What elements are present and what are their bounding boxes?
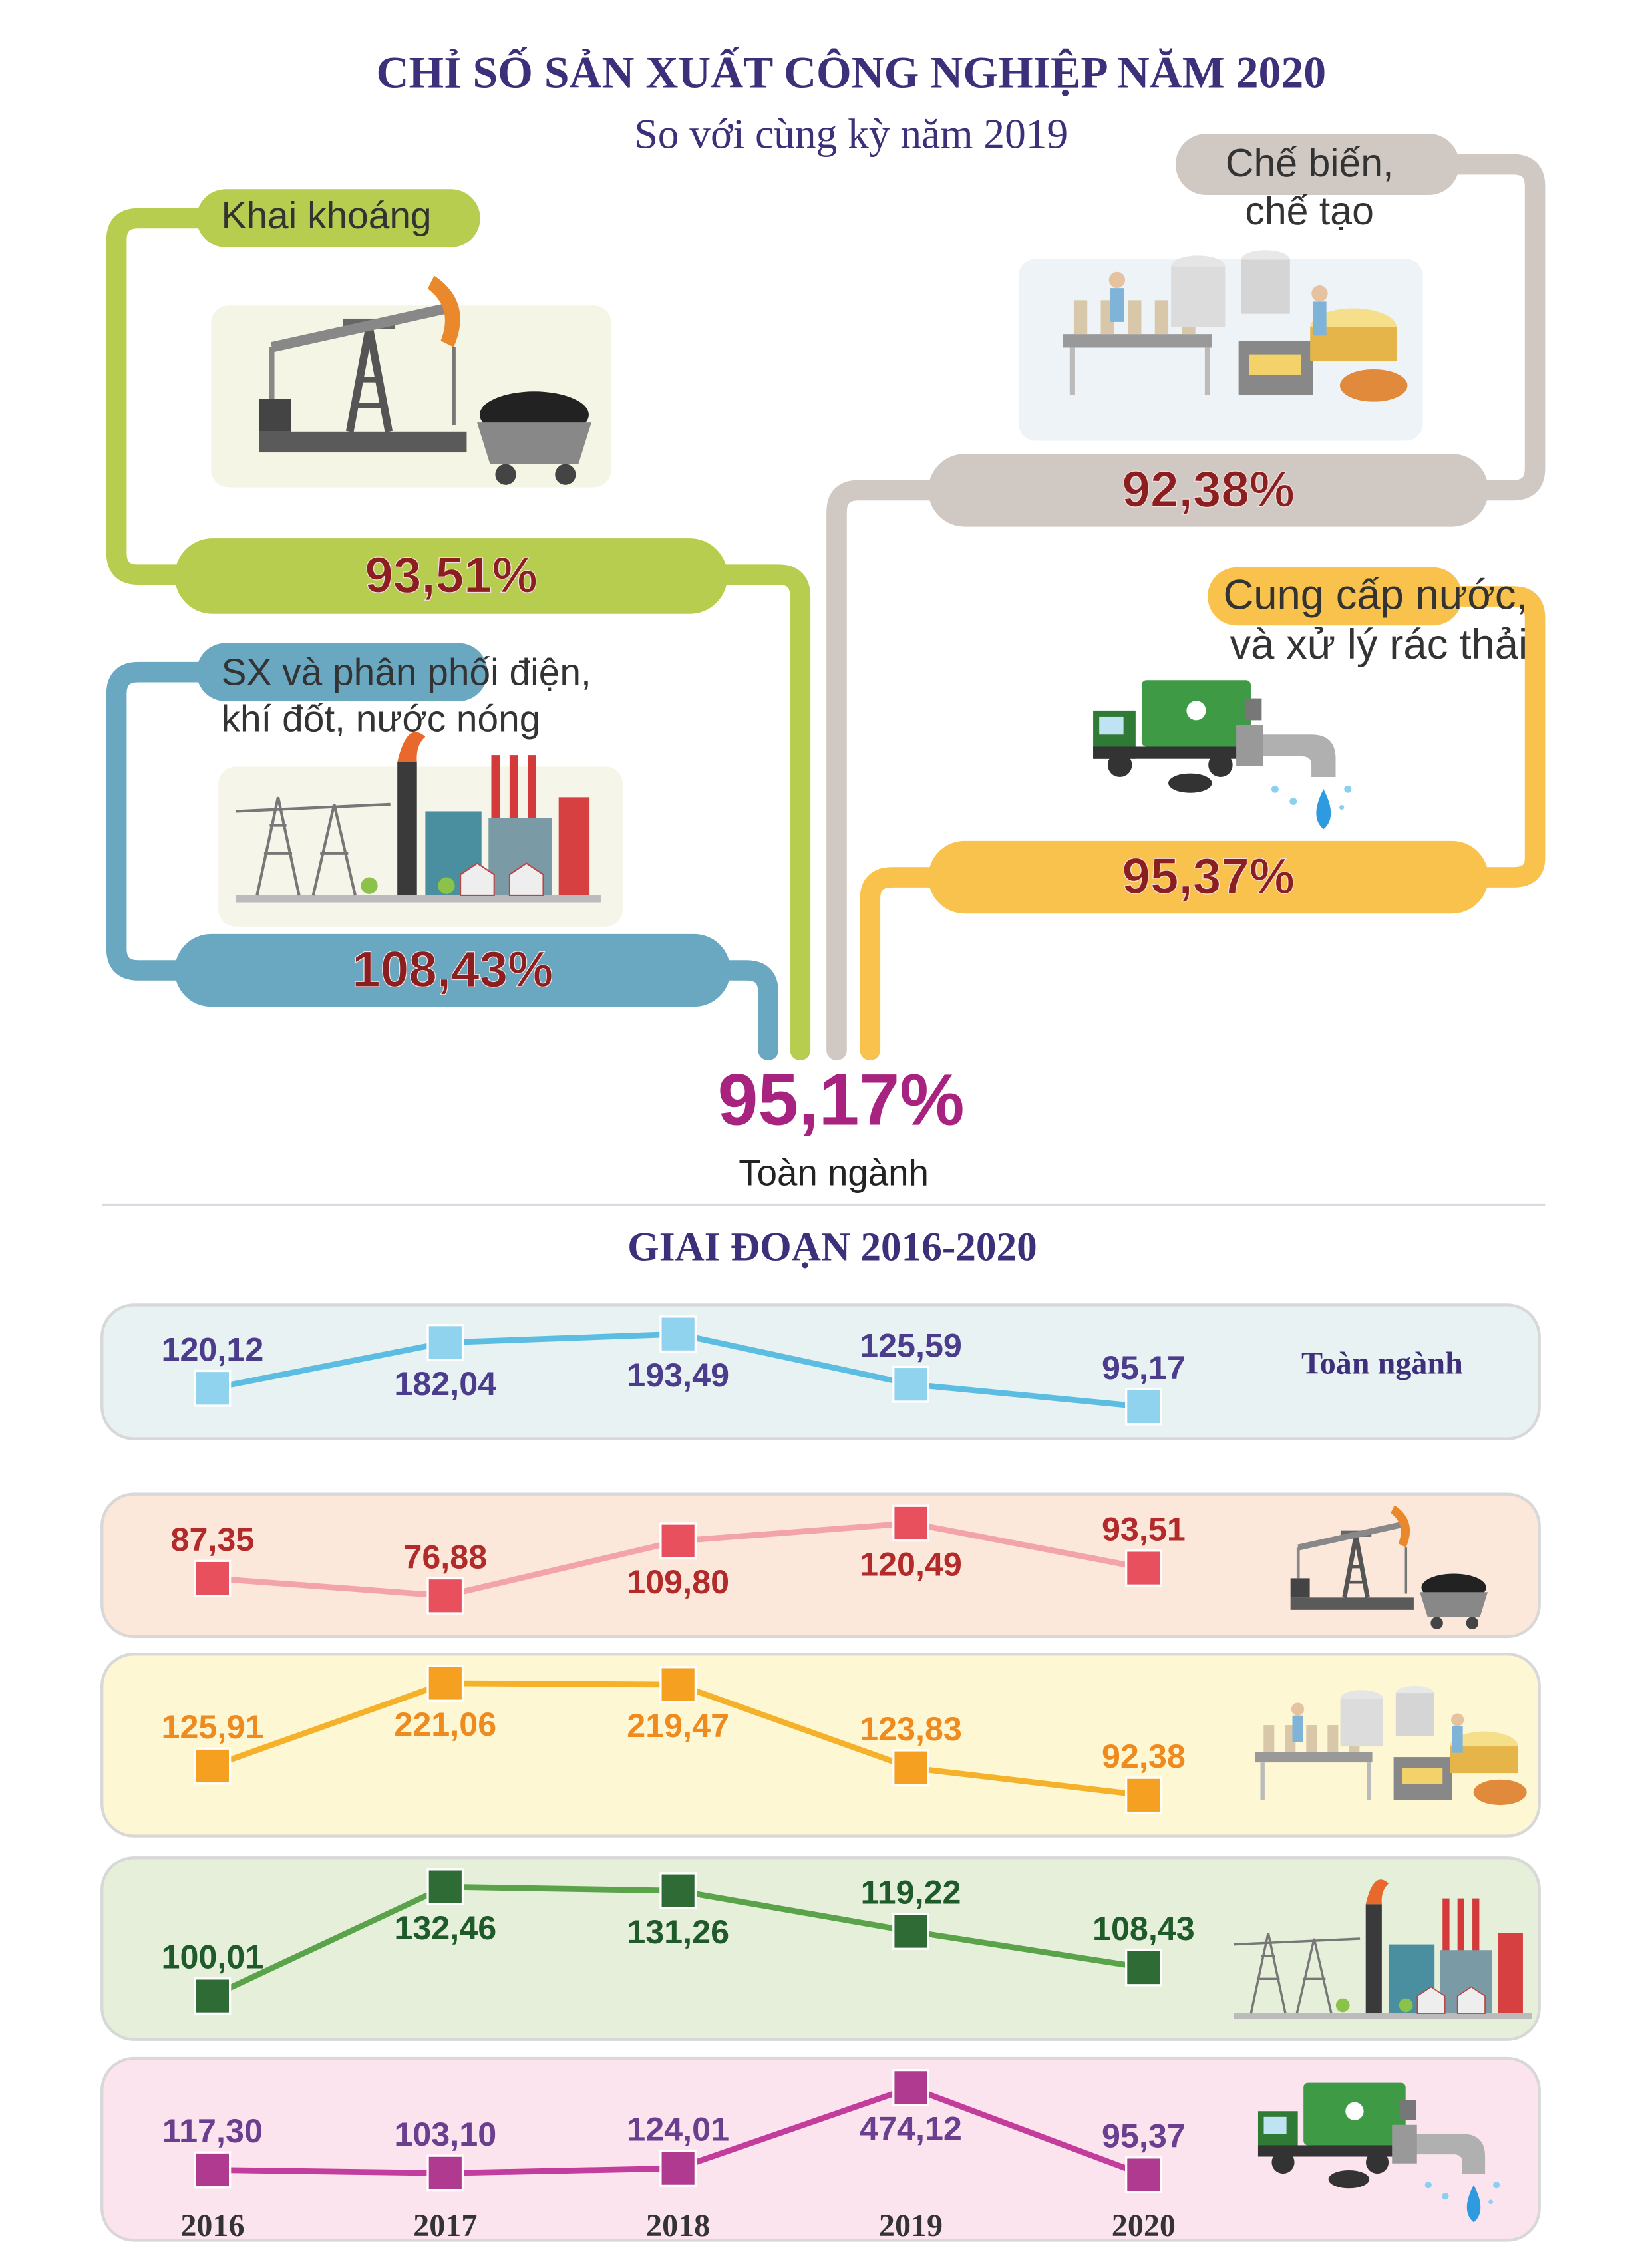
value-label: 92,38 <box>1102 1737 1186 1775</box>
marker <box>892 1749 929 1787</box>
overview: 95,17% Toàn ngành Khai khoáng 93,51% SX và… <box>106 134 1546 1193</box>
marker <box>1124 1776 1162 1814</box>
marker <box>194 1977 232 2015</box>
label-pill <box>196 189 480 247</box>
value-label: 182,04 <box>394 1365 496 1402</box>
marker <box>194 1369 232 1407</box>
sector-label: Chế biến, <box>1226 141 1394 185</box>
panel <box>100 2056 1541 2242</box>
value-label: 120,49 <box>860 1545 962 1583</box>
marker <box>1124 1388 1162 1426</box>
value-label: 193,49 <box>627 1356 729 1394</box>
value-label: 119,22 <box>861 1873 961 1911</box>
sector-value: 95,37% <box>1122 848 1295 905</box>
total-label: Toàn ngành <box>739 1152 929 1193</box>
value-label: 93,51 <box>1102 1510 1186 1548</box>
value-label: 117,30 <box>162 2112 263 2150</box>
value-label: 125,59 <box>860 1326 962 1364</box>
value-label: 474,12 <box>860 2110 962 2148</box>
label-pill <box>1208 567 1462 626</box>
value-label: 124,01 <box>627 2110 729 2148</box>
value-label: 95,17 <box>1102 1349 1186 1386</box>
sector-value: 92,38% <box>1122 461 1295 518</box>
value-label: 123,83 <box>860 1710 962 1748</box>
value-label: 221,06 <box>394 1705 496 1743</box>
marker <box>194 1559 232 1597</box>
connector <box>826 154 1546 1061</box>
x-tick-label: 2017 <box>413 2208 477 2243</box>
marker <box>659 2150 697 2187</box>
marker <box>659 1872 697 1910</box>
value-label: 120,12 <box>162 1330 264 1368</box>
sector-label: Cung cấp nước, <box>1223 571 1528 618</box>
value-label: 219,47 <box>627 1706 729 1744</box>
value-label: 125,91 <box>162 1708 264 1746</box>
marker <box>1124 1949 1162 1987</box>
x-tick-label: 2020 <box>1112 2208 1176 2243</box>
value-label: 108,43 <box>1092 1909 1195 1947</box>
marker <box>426 2154 464 2192</box>
sector-label: SX và phân phối điện, <box>222 652 591 694</box>
marker <box>1124 2156 1162 2193</box>
marker <box>194 2151 232 2189</box>
total-value: 95,17% <box>718 1060 965 1141</box>
sector-value: 108,43% <box>352 941 553 998</box>
sector-value: 93,51% <box>365 548 538 604</box>
panel <box>100 1653 1541 1838</box>
marker <box>426 1868 464 1905</box>
value-label: 95,37 <box>1102 2117 1186 2155</box>
marker <box>426 1324 464 1361</box>
value-label: 109,80 <box>627 1563 729 1601</box>
value-pill <box>174 538 728 614</box>
x-tick-label: 2018 <box>646 2208 710 2243</box>
icon-water <box>1093 680 1352 830</box>
connector <box>106 208 811 1061</box>
value-label: 132,46 <box>394 1909 496 1947</box>
subtitle: So với cùng kỳ năm 2019 <box>635 110 1069 157</box>
marker <box>892 1504 929 1542</box>
x-tick-label: 2019 <box>879 2208 943 2243</box>
marker <box>1124 1549 1162 1587</box>
sector-label: và xử lý rác thải <box>1230 621 1528 668</box>
trend-panels: 120,12 182,04 193,49 125,59 95,17 Toàn ngành 8… <box>100 1303 1541 2243</box>
value-pill <box>174 933 731 1007</box>
period-title: GIAI ĐOẠN 2016-2020 <box>627 1225 1037 1270</box>
connector <box>106 661 779 1061</box>
label-pill <box>1175 134 1460 196</box>
marker <box>659 1522 697 1560</box>
x-tick-label: 2016 <box>180 2208 244 2243</box>
value-pill <box>928 454 1489 527</box>
value-label: 103,10 <box>394 2115 496 2153</box>
marker <box>659 1666 697 1703</box>
value-label: 100,01 <box>162 1938 264 1976</box>
value-label: 87,35 <box>171 1520 255 1558</box>
marker <box>426 1665 464 1702</box>
value-label: 131,26 <box>627 1913 729 1951</box>
panel <box>100 1492 1541 1639</box>
marker <box>194 1747 232 1785</box>
title: CHỈ SỐ SẢN XUẤT CÔNG NGHIỆP NĂM 2020 <box>377 47 1327 97</box>
sector-label: khí đốt, nước nóng <box>222 699 541 740</box>
connector <box>860 586 1546 1061</box>
marker <box>892 1913 929 1950</box>
label-pill <box>196 643 488 701</box>
value-label: 76,88 <box>403 1538 487 1575</box>
marker <box>892 2068 929 2106</box>
marker <box>426 1577 464 1615</box>
marker <box>659 1315 697 1353</box>
series-name: Toàn ngành <box>1301 1345 1463 1380</box>
sector-label: chế tạo <box>1245 189 1374 233</box>
marker <box>892 1365 929 1403</box>
value-pill <box>928 840 1489 914</box>
sector-label: Khai khoáng <box>222 195 432 237</box>
